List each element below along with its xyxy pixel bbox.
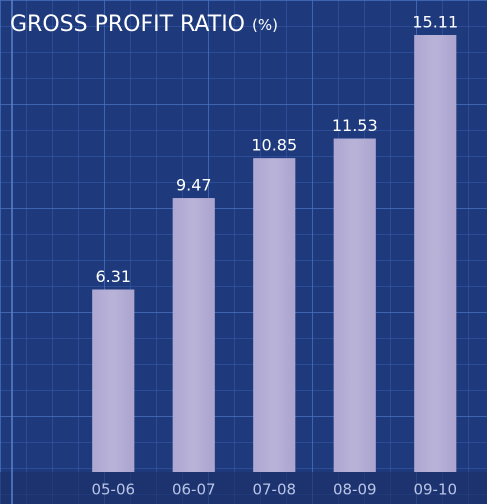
x-tick-label: 07-08 bbox=[252, 481, 296, 499]
bar-shade bbox=[414, 35, 457, 472]
bar-shade bbox=[172, 198, 215, 472]
value-label: 15.11 bbox=[412, 13, 458, 32]
value-label: 6.31 bbox=[95, 267, 131, 286]
x-tick-label: 08-09 bbox=[333, 481, 377, 499]
value-label: 11.53 bbox=[332, 116, 378, 135]
x-tick-label: 06-07 bbox=[172, 481, 216, 499]
baseline-band bbox=[0, 472, 487, 504]
bar-shade bbox=[92, 289, 135, 472]
bar-shade bbox=[333, 138, 376, 472]
chart-title: GROSS PROFIT RATIO (%) bbox=[10, 12, 278, 37]
x-tick-label: 05-06 bbox=[91, 481, 135, 499]
title: GROSS PROFIT RATIO bbox=[10, 12, 245, 37]
value-label: 9.47 bbox=[176, 176, 212, 195]
value-label: 10.85 bbox=[251, 136, 297, 155]
unit: (%) bbox=[252, 16, 278, 34]
bar-shade bbox=[253, 158, 296, 472]
x-tick-label: 09-10 bbox=[413, 481, 457, 499]
